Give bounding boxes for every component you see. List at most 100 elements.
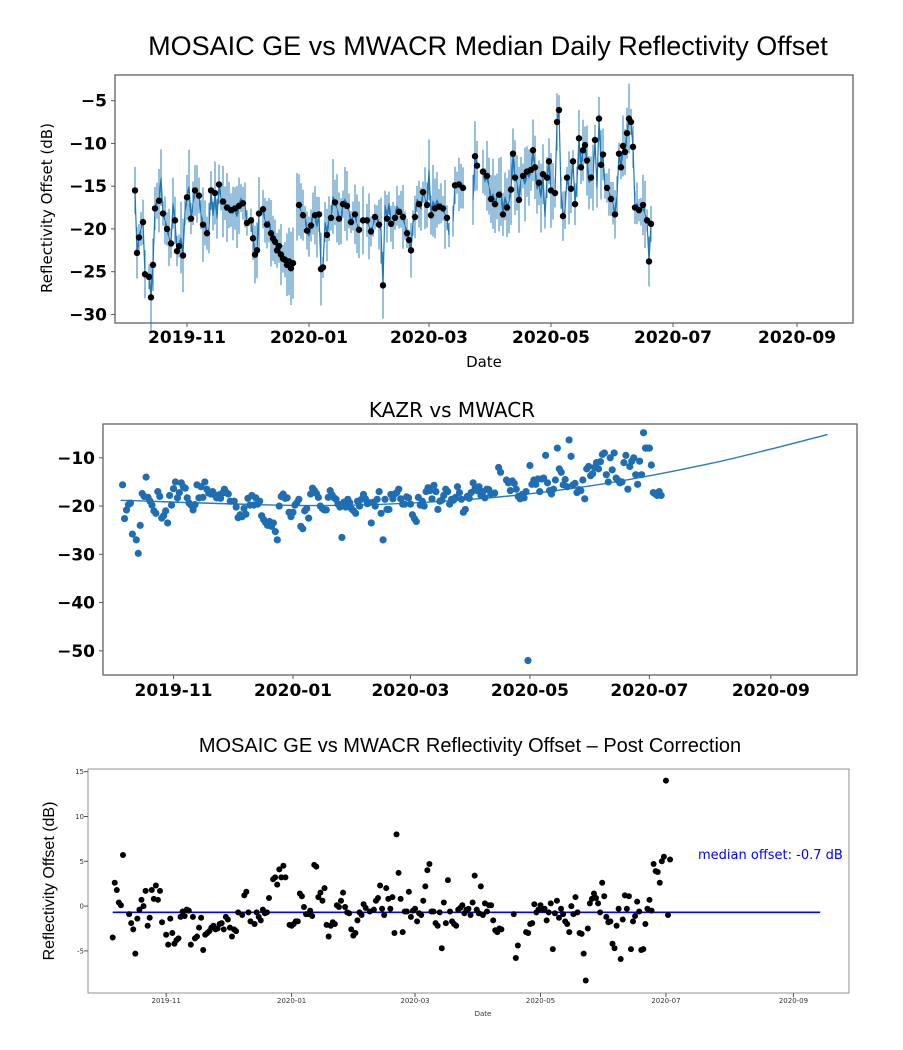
data-point (404, 494, 413, 502)
data-point (536, 487, 544, 496)
data-point (355, 226, 363, 233)
data-point (589, 470, 597, 478)
data-point (146, 914, 153, 921)
data-point (606, 454, 614, 462)
data-point (300, 903, 307, 910)
data-point (307, 222, 315, 229)
data-point (585, 462, 593, 471)
data-point (610, 449, 618, 457)
data-point (257, 917, 264, 924)
data-point (583, 157, 591, 164)
data-point (531, 164, 539, 171)
data-point (467, 912, 474, 919)
y-tick-label: −30 (57, 545, 95, 565)
data-point (224, 490, 232, 498)
data-point (163, 931, 170, 938)
data-point (399, 929, 406, 936)
data-point (590, 890, 597, 897)
data-point (459, 184, 467, 192)
data-point (319, 897, 326, 904)
data-point (148, 886, 155, 893)
data-point (337, 897, 344, 904)
data-point (163, 225, 171, 233)
data-point (395, 869, 402, 876)
data-point (278, 874, 285, 881)
y-tick-label: −20 (57, 497, 95, 517)
data-point (551, 189, 559, 197)
y-tick-label: 10 (75, 813, 84, 821)
data-point (191, 187, 199, 194)
data-point (199, 493, 207, 501)
data-point (269, 519, 277, 527)
data-point (444, 877, 451, 884)
data-point (358, 912, 365, 919)
data-point (558, 905, 565, 912)
data-point (140, 903, 147, 910)
data-point (596, 458, 605, 466)
data-point (611, 211, 619, 218)
data-point (230, 497, 238, 505)
data-point (147, 294, 155, 301)
data-point (131, 187, 139, 194)
data-point (586, 900, 593, 907)
x-tick-label: 2020-05 (526, 997, 555, 1005)
data-point (327, 214, 335, 222)
data-point (120, 515, 129, 523)
data-point (619, 916, 626, 923)
data-point (581, 495, 589, 503)
data-point (579, 147, 587, 154)
data-point (568, 903, 575, 910)
data-point (128, 530, 136, 538)
data-point (580, 950, 587, 957)
data-point (313, 863, 320, 870)
data-point (412, 517, 420, 526)
data-point (491, 489, 499, 497)
data-point (118, 481, 127, 489)
data-point (395, 208, 403, 216)
data-point (111, 879, 118, 886)
data-point (155, 197, 163, 204)
data-point (453, 922, 460, 929)
data-point (635, 206, 643, 214)
data-point (239, 200, 247, 207)
data-point (197, 483, 205, 491)
data-point (343, 202, 351, 210)
data-point (543, 479, 552, 487)
data-point (199, 221, 207, 228)
data-point (295, 201, 303, 209)
data-point (298, 893, 305, 900)
data-point (355, 502, 364, 510)
data-point (185, 907, 192, 914)
data-point (387, 905, 394, 912)
data-point (347, 218, 355, 226)
data-point (336, 503, 344, 511)
x-tick-label: 2020-03 (390, 328, 468, 348)
data-point (243, 888, 250, 895)
data-point (179, 252, 187, 259)
data-point (487, 195, 495, 203)
data-point (215, 181, 223, 188)
data-point (397, 895, 404, 902)
y-axis: -5 0 5 10 15 (75, 768, 88, 955)
x-tick-label: 2020-07 (610, 681, 688, 701)
data-point (619, 142, 627, 150)
data-point (132, 950, 139, 957)
chart-daily-offset: MOSAIC GE vs MWACR Median Daily Reflecti… (38, 31, 854, 371)
data-point (165, 491, 174, 500)
data-point (443, 214, 451, 222)
data-point (627, 946, 634, 953)
data-point (287, 265, 295, 272)
data-point (565, 436, 573, 444)
data-point (403, 908, 410, 915)
data-point (113, 886, 120, 893)
data-point (383, 215, 391, 222)
data-point (220, 926, 227, 933)
data-point (251, 921, 258, 928)
data-point (512, 485, 520, 493)
data-point (469, 899, 476, 906)
plot-frame (102, 423, 858, 676)
data-point (159, 919, 166, 926)
data-point (391, 929, 398, 936)
data-point (381, 495, 389, 503)
data-point (654, 869, 661, 876)
